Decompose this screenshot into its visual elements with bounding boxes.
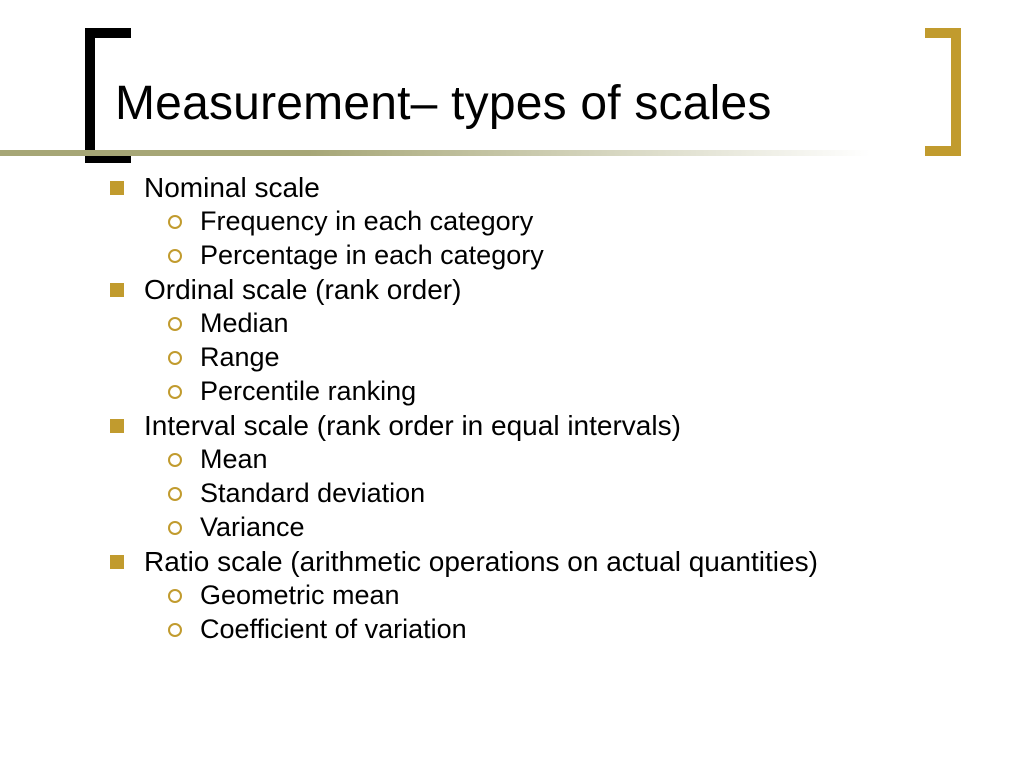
list-item: Interval scale (rank order in equal inte… <box>110 410 990 543</box>
list-item: Ratio scale (arithmetic operations on ac… <box>110 546 990 645</box>
sub-item: Coefficient of variation <box>168 614 990 645</box>
title-area: Measurement– types of scales <box>85 28 965 163</box>
outline-list: Nominal scale Frequency in each category… <box>110 172 990 645</box>
circle-bullet-icon <box>168 589 182 603</box>
sub-item: Percentage in each category <box>168 240 990 271</box>
sub-item-label: Mean <box>200 444 268 475</box>
circle-bullet-icon <box>168 249 182 263</box>
circle-bullet-icon <box>168 317 182 331</box>
circle-bullet-icon <box>168 487 182 501</box>
sub-item-label: Coefficient of variation <box>200 614 467 645</box>
sub-item-label: Percentage in each category <box>200 240 544 271</box>
circle-bullet-icon <box>168 215 182 229</box>
sub-item: Standard deviation <box>168 478 990 509</box>
square-bullet-icon <box>110 181 124 195</box>
item-label: Nominal scale <box>144 172 320 204</box>
sub-item-label: Geometric mean <box>200 580 400 611</box>
square-bullet-icon <box>110 419 124 433</box>
sub-item: Frequency in each category <box>168 206 990 237</box>
list-item: Nominal scale Frequency in each category… <box>110 172 990 271</box>
sub-item-label: Range <box>200 342 280 373</box>
square-bullet-icon <box>110 283 124 297</box>
sub-item: Percentile ranking <box>168 376 990 407</box>
sub-item: Mean <box>168 444 990 475</box>
square-bullet-icon <box>110 555 124 569</box>
sub-item-label: Frequency in each category <box>200 206 533 237</box>
item-label: Ordinal scale (rank order) <box>144 274 461 306</box>
divider <box>0 150 1024 156</box>
sub-item: Median <box>168 308 990 339</box>
slide-title: Measurement– types of scales <box>115 76 772 131</box>
circle-bullet-icon <box>168 521 182 535</box>
sub-item: Range <box>168 342 990 373</box>
sub-item-label: Median <box>200 308 289 339</box>
content-area: Nominal scale Frequency in each category… <box>110 172 990 648</box>
sub-item-label: Variance <box>200 512 305 543</box>
circle-bullet-icon <box>168 623 182 637</box>
bracket-right-icon <box>925 28 961 156</box>
circle-bullet-icon <box>168 385 182 399</box>
sub-item: Variance <box>168 512 990 543</box>
circle-bullet-icon <box>168 453 182 467</box>
sub-item: Geometric mean <box>168 580 990 611</box>
item-label: Ratio scale (arithmetic operations on ac… <box>144 546 818 578</box>
sub-item-label: Percentile ranking <box>200 376 416 407</box>
item-label: Interval scale (rank order in equal inte… <box>144 410 681 442</box>
list-item: Ordinal scale (rank order) Median Range … <box>110 274 990 407</box>
sub-item-label: Standard deviation <box>200 478 425 509</box>
circle-bullet-icon <box>168 351 182 365</box>
slide: Measurement– types of scales Nominal sca… <box>0 0 1024 768</box>
